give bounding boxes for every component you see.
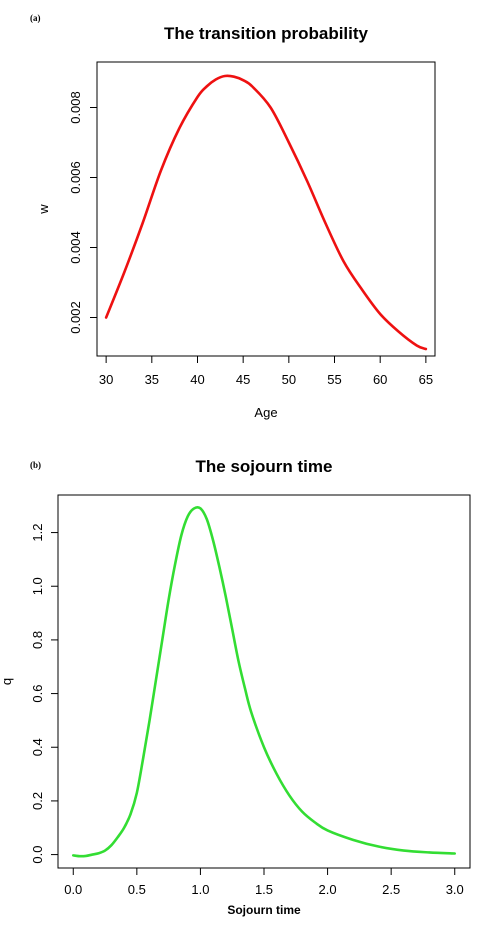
chart-b-x-tick-label: 2.0 xyxy=(319,882,337,897)
panel-label-b: (b) xyxy=(30,460,41,470)
chart-a-x-tick-label: 55 xyxy=(327,372,341,387)
chart-a-x-tick-label: 50 xyxy=(282,372,296,387)
chart-a-x-tick-label: 35 xyxy=(145,372,159,387)
chart-a-y-tick-label: 0.008 xyxy=(68,91,83,124)
chart-b-y-tick-label: 0.2 xyxy=(30,792,45,810)
chart-panel-a: (a) The transition probability 30 35 40 45 50… xyxy=(0,0,500,440)
chart-b-plot-frame xyxy=(57,494,471,869)
chart-b-x-tick-label: 1.5 xyxy=(255,882,273,897)
chart-a-x-tick-label: 40 xyxy=(190,372,204,387)
chart-b-y-tick-label: 1.0 xyxy=(30,577,45,595)
chart-a-x-tick-label: 45 xyxy=(236,372,250,387)
chart-b-x-tick-label: 1.0 xyxy=(191,882,209,897)
chart-a-x-tick-label: 30 xyxy=(99,372,113,387)
chart-a-x-tick-label: 60 xyxy=(373,372,387,387)
chart-b-svg: The sojourn time 0.0 0.5 1.0 1.5 2.0 2.5 3.0 0.0… xyxy=(0,457,471,917)
chart-a-title: The transition probability xyxy=(164,24,369,43)
chart-b-x-tick-label: 2.5 xyxy=(382,882,400,897)
chart-a-series-line-0 xyxy=(104,74,428,351)
chart-b-title: The sojourn time xyxy=(196,457,333,476)
chart-b-x-tick-label: 3.0 xyxy=(446,882,464,897)
chart-a-plot-frame xyxy=(96,61,436,357)
chart-b-x-axis-label: Sojourn time xyxy=(227,903,301,917)
chart-b-y-tick-label: 0.4 xyxy=(30,738,45,756)
chart-b-y-tick-label: 0.0 xyxy=(30,846,45,864)
chart-a-y-tick-label: 0.002 xyxy=(68,301,83,334)
chart-panel-b: (b) The sojourn time 0.0 0.5 1.0 1.5 2.0 2.5 3.… xyxy=(0,448,500,939)
chart-a-svg: The transition probability 30 35 40 45 50 55 60… xyxy=(36,24,436,420)
chart-b-x-tick-label: 0.5 xyxy=(128,882,146,897)
chart-b-y-tick-label: 1.2 xyxy=(30,524,45,542)
chart-b-y-tick-label: 0.8 xyxy=(30,631,45,649)
chart-a-x-tick-label: 65 xyxy=(419,372,433,387)
chart-a-y-axis-label: w xyxy=(36,204,51,215)
chart-a-y-tick-label: 0.006 xyxy=(68,161,83,194)
chart-b-series-line-0 xyxy=(71,505,457,858)
chart-b-y-axis-label: q xyxy=(0,678,14,685)
chart-a-x-axis-label: Age xyxy=(254,405,277,420)
panel-label-a: (a) xyxy=(30,13,41,23)
chart-b-y-tick-label: 0.6 xyxy=(30,685,45,703)
chart-a-y-tick-label: 0.004 xyxy=(68,231,83,264)
chart-b-x-tick-label: 0.0 xyxy=(64,882,82,897)
